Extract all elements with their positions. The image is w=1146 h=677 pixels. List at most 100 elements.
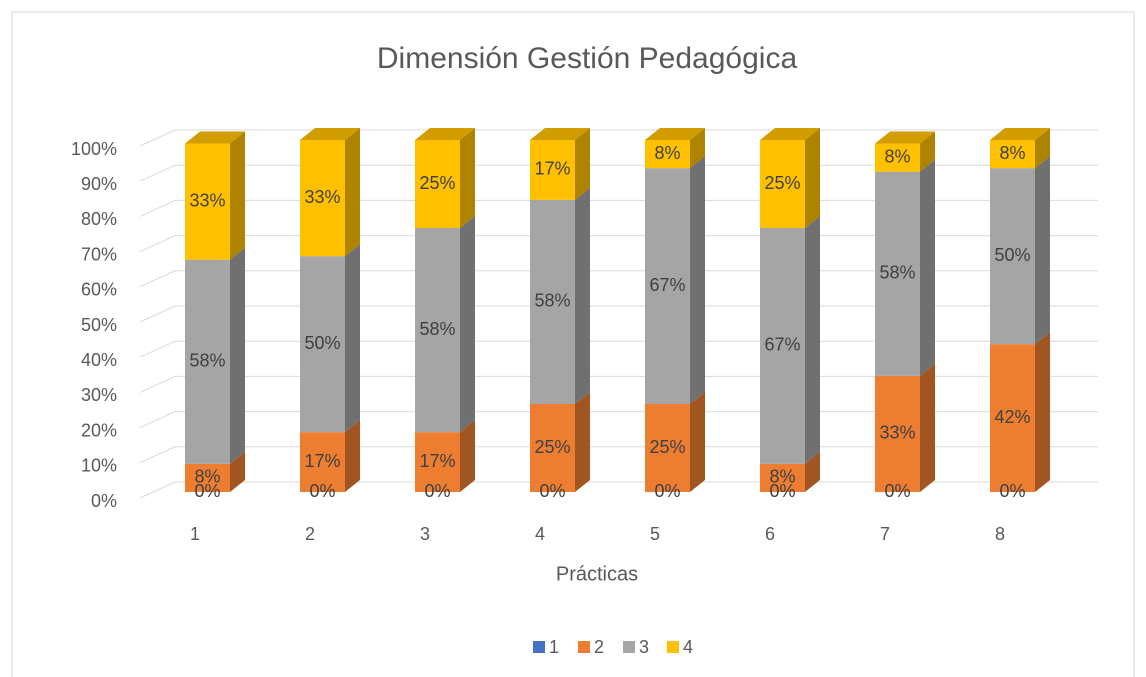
- data-label: 50%: [994, 245, 1030, 265]
- grid-line: [139, 129, 1098, 147]
- bar-side: [575, 128, 590, 200]
- bar: [185, 463, 230, 492]
- legend-label: 3: [639, 637, 649, 657]
- data-label: 25%: [534, 437, 570, 457]
- bar: [645, 404, 690, 492]
- bar: [645, 140, 690, 169]
- legend-swatch: [533, 641, 545, 653]
- data-label: 58%: [879, 263, 915, 283]
- y-tick-label: 40%: [81, 350, 117, 370]
- bar-top: [415, 128, 475, 140]
- data-label: 17%: [304, 451, 340, 471]
- y-tick-label: 90%: [81, 174, 117, 194]
- data-label: 8%: [654, 143, 680, 163]
- bar-top: [300, 128, 360, 140]
- grid-line: [139, 446, 1098, 464]
- bar: [875, 171, 920, 376]
- data-label: 0%: [424, 481, 450, 501]
- bar: [990, 344, 1035, 492]
- bar: [415, 432, 460, 492]
- data-label: 50%: [304, 333, 340, 353]
- data-label: 58%: [534, 291, 570, 311]
- bar: [645, 168, 690, 404]
- grid-line: [139, 270, 1098, 288]
- bar-side: [345, 420, 360, 492]
- legend-swatch: [623, 641, 635, 653]
- bar-side: [690, 128, 705, 169]
- bar: [990, 168, 1035, 345]
- data-label: 8%: [769, 467, 795, 487]
- y-tick-label: 70%: [81, 244, 117, 264]
- legend-swatch: [578, 641, 590, 653]
- grid-line: [139, 375, 1098, 393]
- y-tick-label: 0%: [91, 491, 117, 511]
- bar-side: [690, 392, 705, 492]
- bar-top: [875, 131, 935, 144]
- bar-side: [345, 244, 360, 433]
- x-tick-label: 2: [305, 524, 315, 544]
- data-label: 0%: [194, 481, 220, 501]
- bar-side: [920, 131, 935, 172]
- data-label: 17%: [419, 451, 455, 471]
- bar: [875, 143, 920, 172]
- bar: [990, 140, 1035, 169]
- y-tick-label: 50%: [81, 315, 117, 335]
- bar: [300, 140, 345, 257]
- bar-top: [185, 131, 245, 144]
- bar-side: [805, 451, 820, 492]
- bar: [185, 143, 230, 260]
- bar-side: [575, 187, 590, 404]
- data-label: 25%: [764, 173, 800, 193]
- data-label: 67%: [764, 335, 800, 355]
- data-label: 0%: [539, 481, 565, 501]
- bar: [875, 375, 920, 492]
- bar: [530, 140, 575, 200]
- y-tick-label: 10%: [81, 456, 117, 476]
- bar-side: [460, 216, 475, 433]
- data-label: 58%: [419, 319, 455, 339]
- legend-label: 1: [549, 637, 559, 657]
- grid-line: [139, 411, 1098, 429]
- bar-side: [345, 128, 360, 257]
- data-label: 25%: [419, 173, 455, 193]
- y-tick-label: 20%: [81, 420, 117, 440]
- data-label: 8%: [194, 467, 220, 487]
- data-label: 58%: [189, 351, 225, 371]
- legend-label: 2: [594, 637, 604, 657]
- bar-side: [230, 451, 245, 492]
- grid-line: [139, 481, 1098, 499]
- x-axis-title: Prácticas: [556, 563, 638, 585]
- y-tick-label: 60%: [81, 280, 117, 300]
- y-tick-label: 30%: [81, 385, 117, 405]
- x-tick-label: 8: [995, 524, 1005, 544]
- data-label: 0%: [999, 481, 1025, 501]
- data-label: 25%: [649, 437, 685, 457]
- data-label: 8%: [999, 143, 1025, 163]
- bar-side: [460, 128, 475, 228]
- data-label: 67%: [649, 275, 685, 295]
- bar: [760, 228, 805, 464]
- bar: [760, 140, 805, 228]
- bar: [760, 463, 805, 492]
- bar-side: [1035, 156, 1050, 345]
- data-label: 8%: [884, 146, 910, 166]
- grid-line: [139, 164, 1098, 182]
- bar-side: [920, 159, 935, 376]
- data-label: 33%: [304, 187, 340, 207]
- bar: [530, 199, 575, 404]
- bar-side: [230, 131, 245, 260]
- y-tick-label: 80%: [81, 209, 117, 229]
- data-label: 0%: [884, 481, 910, 501]
- data-label: 33%: [189, 190, 225, 210]
- bar-top: [990, 128, 1050, 140]
- x-tick-label: 6: [765, 524, 775, 544]
- bar-side: [460, 420, 475, 492]
- y-tick-label: 100%: [71, 139, 117, 159]
- bar-top: [645, 128, 705, 140]
- bar-side: [230, 247, 245, 464]
- bar: [415, 140, 460, 228]
- bar-side: [575, 392, 590, 492]
- grid-line: [139, 199, 1098, 217]
